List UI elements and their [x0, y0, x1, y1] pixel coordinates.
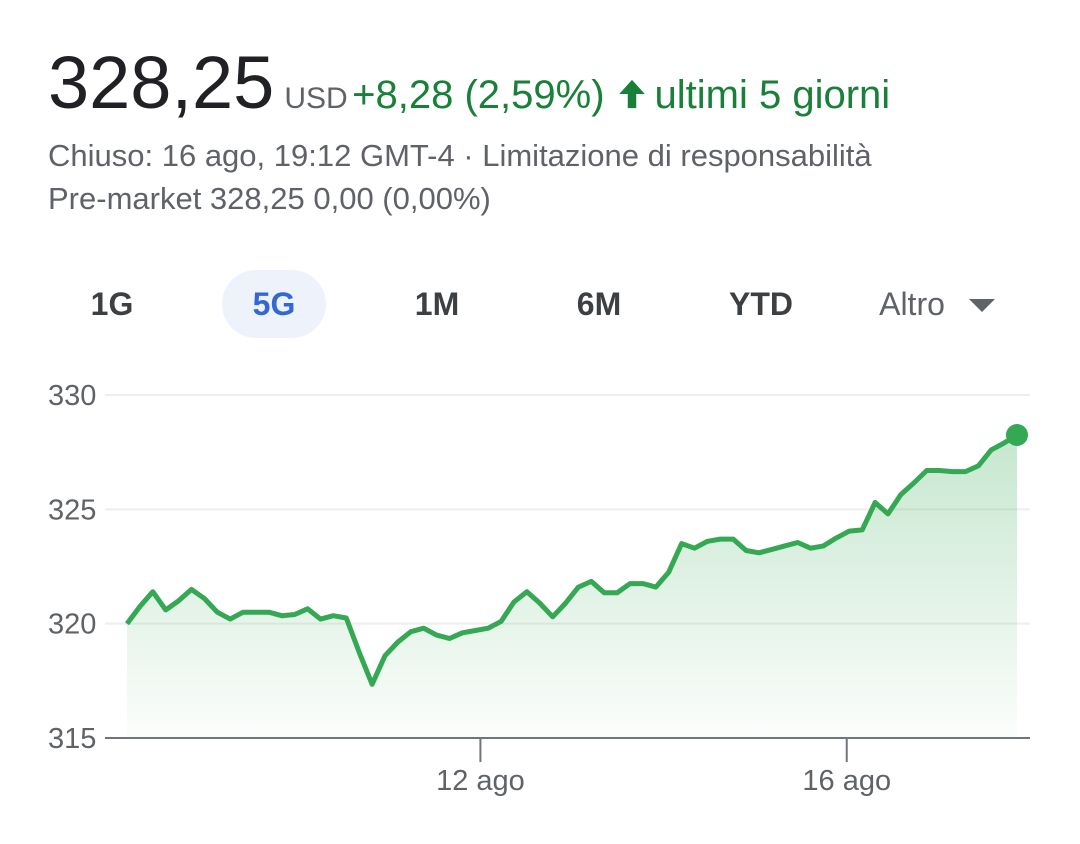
tab-label: 6M: [576, 286, 622, 322]
up-arrow-icon: [618, 79, 645, 109]
status[interactable]: Chiuso: 16 ago, 19:12 GMT-4 · Limitazion…: [48, 138, 872, 173]
last-point: [1006, 424, 1028, 447]
range-tab[interactable]: 1G: [67, 270, 157, 338]
tab-label: Altro: [879, 286, 945, 322]
x-tick-label: 12 ago: [436, 765, 525, 797]
tab-label: 1G: [90, 286, 134, 322]
y-tick-label: 325: [48, 494, 96, 526]
price: 328,25: [48, 41, 275, 124]
price-line: [125, 432, 1019, 687]
range-tab[interactable]: 6M: [547, 270, 651, 338]
price-line: 328,25 USD +8,28 (2,59%) ultimi 5 giorni: [48, 40, 890, 125]
range-tab[interactable]: 5G: [222, 270, 326, 338]
y-tick-label: 315: [48, 723, 96, 755]
range-tab[interactable]: 1M: [385, 270, 489, 338]
y-tick-label: 330: [48, 380, 96, 412]
range-tab[interactable]: YTD: [701, 270, 821, 338]
tab-label: YTD: [729, 286, 793, 322]
x-tick-label: 16 ago: [802, 765, 891, 797]
premarket: Pre-market 328,25 0,00 (0,00%): [48, 181, 491, 216]
change: +8,28 (2,59%): [352, 73, 605, 117]
y-tick-label: 320: [48, 609, 96, 641]
currency: USD: [284, 82, 348, 115]
range-tab[interactable]: Altro: [863, 270, 1013, 338]
dropdown-icon: [968, 299, 995, 312]
tab-label: 1M: [414, 286, 460, 322]
area: [127, 435, 1017, 738]
tab-label: 5G: [252, 286, 296, 322]
period: ultimi 5 giorni: [654, 73, 891, 117]
